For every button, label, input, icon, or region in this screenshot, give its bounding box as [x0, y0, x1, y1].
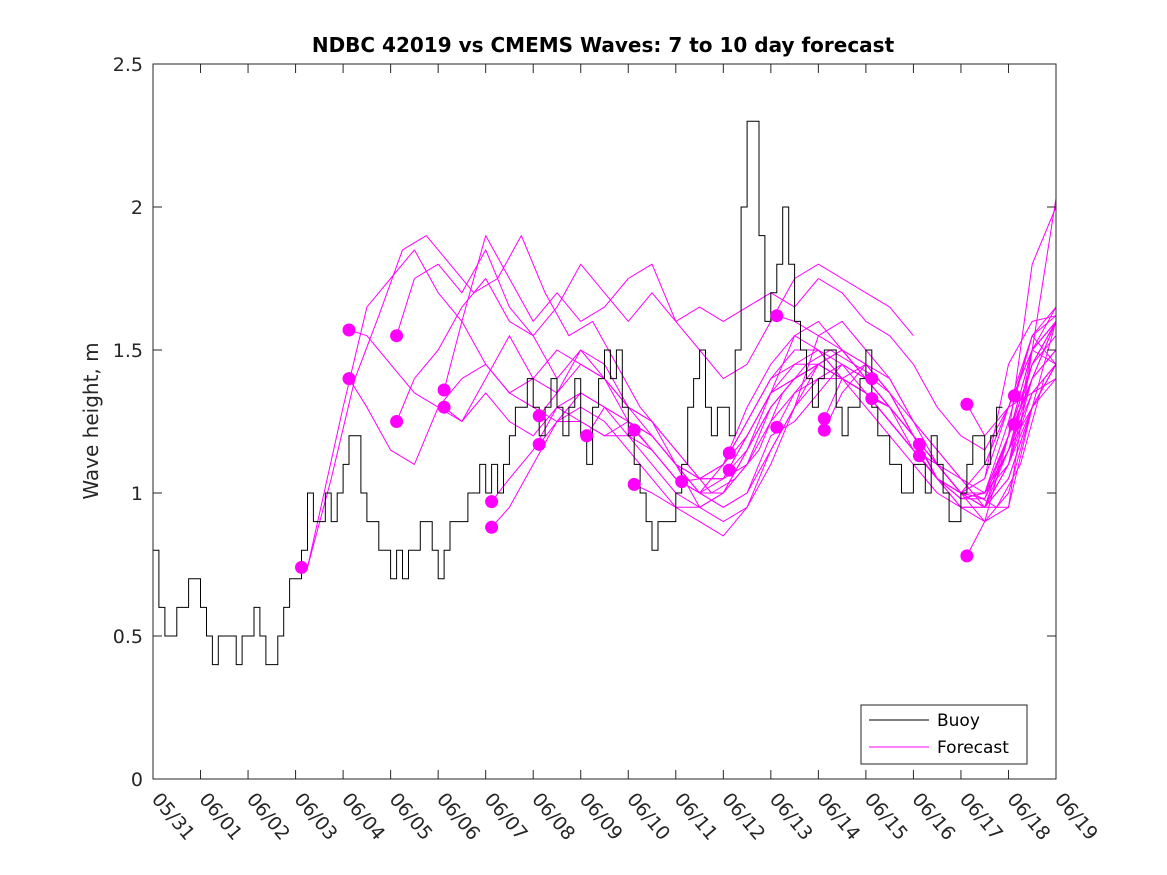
forecast-start-marker	[675, 475, 689, 489]
y-tick-label: 0.5	[113, 626, 143, 648]
chart-title: NDBC 42019 vs CMEMS Waves: 7 to 10 day f…	[312, 33, 895, 57]
forecast-start-marker	[390, 329, 404, 343]
forecast-line	[443, 235, 914, 391]
legend-forecast-label: Forecast	[937, 738, 1009, 758]
forecast-start-marker	[960, 549, 974, 563]
forecast-start-marker	[295, 560, 308, 574]
legend-box	[860, 704, 1028, 765]
y-tick-label: 0	[131, 769, 143, 791]
y-axis-label: Wave height, m	[79, 342, 103, 499]
y-tick-label: 2.5	[113, 54, 143, 76]
forecast-start-marker	[770, 420, 784, 434]
buoy-line	[153, 120, 1003, 666]
forecast-line	[396, 263, 1057, 451]
forecast-line	[1013, 335, 1057, 396]
y-tick-label: 1	[131, 483, 143, 505]
plot-frame	[152, 63, 1057, 780]
legend: Buoy Forecast	[860, 704, 1028, 765]
forecast-start-marker	[722, 446, 736, 460]
marker-layer	[295, 309, 1021, 574]
forecast-start-marker	[532, 437, 546, 451]
forecast-start-marker	[722, 463, 736, 477]
y-tick-label: 2	[131, 197, 143, 219]
series-layer	[153, 120, 1057, 666]
forecast-start-marker	[960, 397, 974, 411]
legend-buoy-label: Buoy	[937, 711, 980, 731]
forecast-start-marker	[342, 323, 356, 337]
forecast-start-marker	[912, 437, 926, 451]
forecast-start-marker	[437, 383, 451, 397]
forecast-start-marker	[342, 372, 356, 386]
forecast-start-marker	[817, 412, 831, 426]
forecast-line	[966, 321, 1057, 557]
forecast-start-marker	[1007, 417, 1021, 431]
forecast-start-marker	[817, 423, 831, 437]
forecast-line	[1013, 321, 1057, 425]
forecast-start-marker	[580, 429, 594, 443]
forecast-start-marker	[1007, 389, 1021, 403]
forecast-start-marker	[627, 477, 641, 491]
forecast-start-marker	[437, 400, 451, 414]
y-tick-label: 1.5	[113, 340, 143, 362]
forecast-start-marker	[912, 449, 926, 463]
forecast-start-marker	[485, 495, 499, 509]
forecast-start-marker	[485, 520, 499, 534]
forecast-start-marker	[770, 309, 784, 323]
forecast-start-marker	[390, 415, 404, 428]
y-axis: 0 0.5 1 1.5 2 2.5	[113, 54, 1056, 791]
forecast-start-marker	[865, 392, 879, 406]
forecast-line	[966, 349, 1057, 437]
forecast-start-marker	[865, 372, 879, 386]
forecast-start-marker	[532, 409, 546, 423]
forecast-start-marker	[627, 423, 641, 437]
